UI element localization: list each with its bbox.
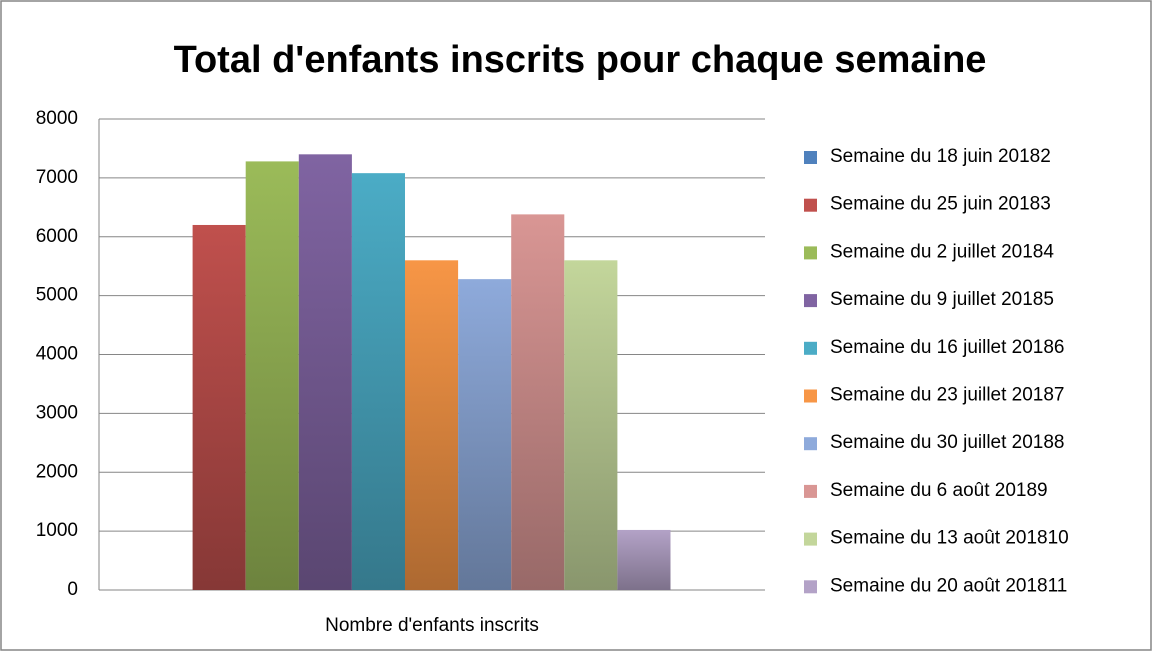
y-tick-label: 2000 <box>36 461 78 482</box>
legend-marker <box>804 389 817 403</box>
bar <box>458 279 512 590</box>
legend-label: Semaine du 9 juillet 20185 <box>830 289 1054 310</box>
legend-marker <box>804 151 817 164</box>
y-tick-label: 3000 <box>36 402 78 423</box>
legend-marker <box>804 532 817 546</box>
legend-label: Semaine du 2 juillet 20184 <box>830 241 1054 262</box>
legend-label: Semaine du 13 août 201810 <box>830 528 1069 549</box>
legend-label: Semaine du 23 juillet 20187 <box>830 385 1065 406</box>
legend-label: Semaine du 6 août 20189 <box>830 480 1048 501</box>
bar <box>511 214 565 590</box>
bar <box>192 224 246 590</box>
y-tick-label: 4000 <box>36 344 78 365</box>
y-tick-label: 1000 <box>36 520 78 541</box>
legend-label: Semaine du 20 août 201811 <box>830 575 1067 596</box>
y-tick-label: 0 <box>67 579 78 600</box>
legend-marker <box>804 484 817 498</box>
bar <box>245 161 299 590</box>
x-tick-label: Nombre d'enfants inscrits <box>325 615 539 636</box>
bar <box>298 154 352 590</box>
bar <box>564 260 618 590</box>
y-tick-label: 6000 <box>36 226 78 247</box>
legend-label: Semaine du 25 juin 20183 <box>830 194 1051 215</box>
legend-marker <box>804 198 817 212</box>
legend-marker <box>804 437 817 451</box>
y-tick-label: 5000 <box>36 285 78 306</box>
chart-title: Total d'enfants inscrits pour chaque sem… <box>174 39 987 81</box>
bar <box>351 173 405 591</box>
legend-marker <box>804 341 817 355</box>
legend-marker <box>804 580 817 594</box>
legend-label: Semaine du 18 juin 20182 <box>830 146 1051 167</box>
legend-marker <box>804 294 817 308</box>
y-tick-label: 7000 <box>36 167 78 188</box>
legend-label: Semaine du 30 juillet 20188 <box>830 432 1065 453</box>
legend-label: Semaine du 16 juillet 20186 <box>830 337 1065 358</box>
legend-marker <box>804 246 817 260</box>
bar <box>405 260 459 590</box>
y-tick-label: 8000 <box>36 108 78 129</box>
bar <box>617 529 671 590</box>
